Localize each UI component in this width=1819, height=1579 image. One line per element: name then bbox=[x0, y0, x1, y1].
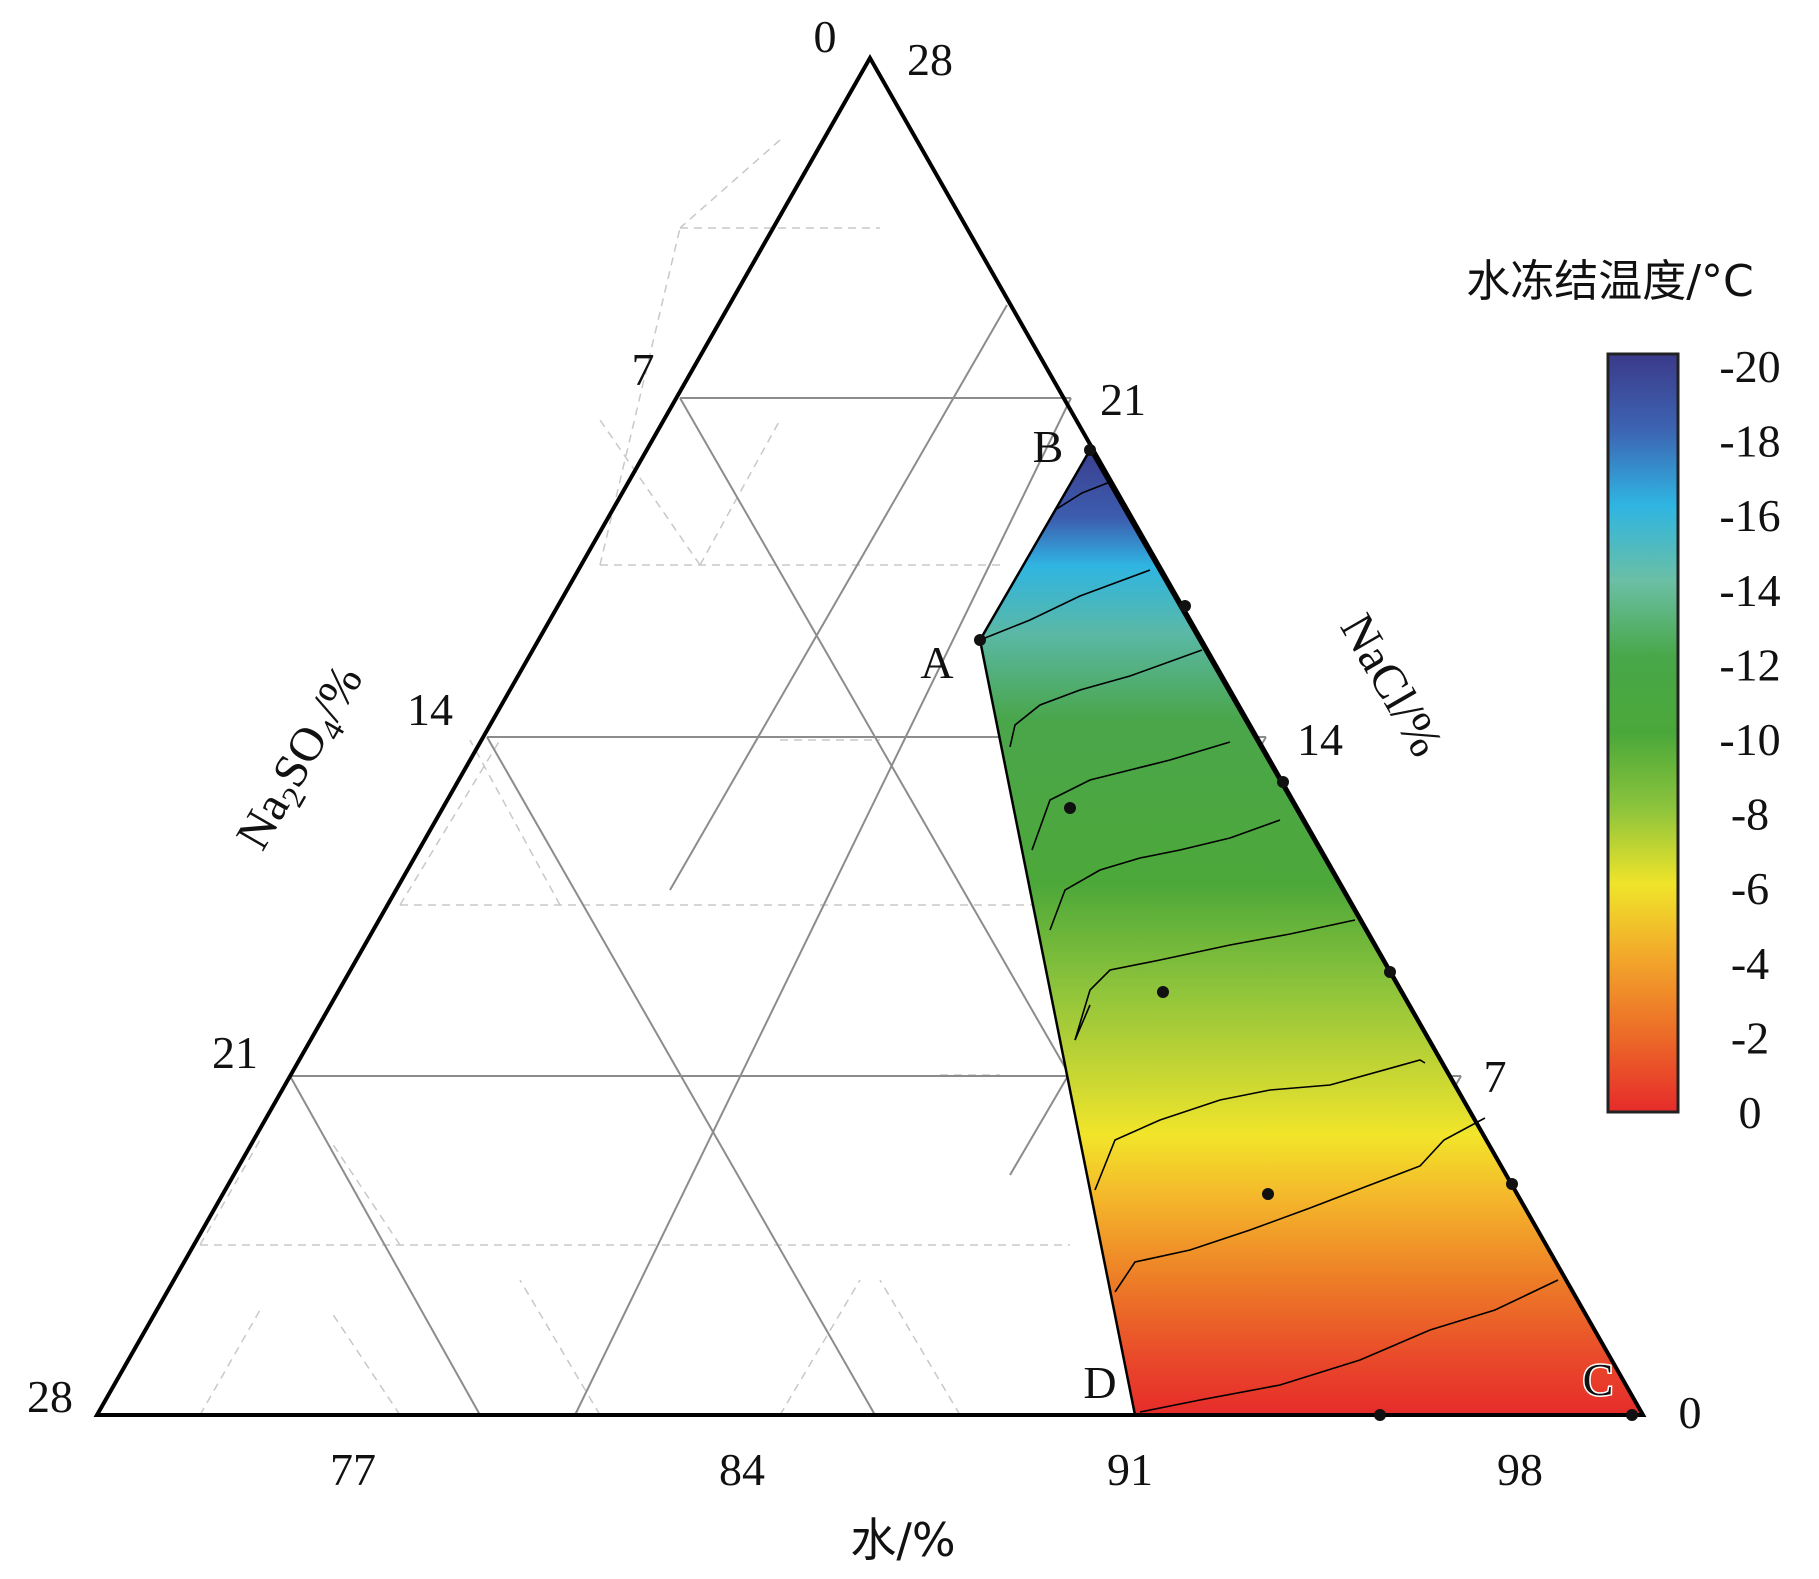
data-point bbox=[1506, 1178, 1518, 1190]
bottom-tick-91: 91 bbox=[1107, 1444, 1153, 1495]
contour-line bbox=[1139, 1279, 1559, 1413]
bottom-axis: 77 84 91 98 bbox=[330, 1444, 1543, 1495]
colorbar-tick-label: -10 bbox=[1719, 714, 1780, 765]
data-point bbox=[1179, 600, 1191, 612]
data-point bbox=[1374, 1409, 1386, 1421]
colorbar-tick-label: -12 bbox=[1719, 639, 1780, 690]
colorbar-ticks: -20-18-16-14-12-10-8-6-4-20 bbox=[1719, 341, 1780, 1138]
colorbar-tick-label: -8 bbox=[1731, 789, 1769, 840]
data-point bbox=[1262, 1188, 1274, 1200]
data-point bbox=[1157, 986, 1169, 998]
contour-line bbox=[1094, 1059, 1426, 1191]
right-tick-0: 0 bbox=[1679, 1387, 1702, 1438]
colorbar-tick-label: -16 bbox=[1719, 490, 1780, 541]
contour-lines bbox=[979, 481, 1559, 1413]
colorbar-tick-label: -20 bbox=[1719, 341, 1780, 392]
freezing-region bbox=[978, 447, 1646, 1417]
right-tick-28: 28 bbox=[907, 34, 953, 85]
label-D: D bbox=[1083, 1357, 1116, 1408]
data-point bbox=[1064, 802, 1076, 814]
bottom-axis-label: 水/% bbox=[850, 1513, 955, 1567]
label-B: B bbox=[1033, 421, 1064, 472]
bottom-tick-77: 77 bbox=[330, 1444, 376, 1495]
colorbar-tick-label: -2 bbox=[1731, 1012, 1769, 1063]
data-point bbox=[1384, 966, 1396, 978]
minor-grid bbox=[199, 139, 1070, 1416]
data-points bbox=[974, 444, 1638, 1421]
data-point bbox=[1626, 1409, 1638, 1421]
colorbar-tick-label: -14 bbox=[1719, 565, 1780, 616]
right-tick-14: 14 bbox=[1297, 714, 1343, 765]
left-tick-21: 21 bbox=[212, 1027, 258, 1078]
contour-line bbox=[1074, 1004, 1091, 1041]
data-point bbox=[974, 634, 986, 646]
right-axis: 28 21 14 7 0 bbox=[907, 34, 1702, 1438]
data-point bbox=[1084, 444, 1096, 456]
region-labels: A B C D bbox=[920, 421, 1614, 1408]
left-tick-28: 28 bbox=[27, 1371, 73, 1422]
colorbar-title: 水冻结温度/°C bbox=[1466, 256, 1754, 307]
bottom-tick-98: 98 bbox=[1497, 1444, 1543, 1495]
contour-line bbox=[979, 569, 1151, 641]
contour-line bbox=[1114, 1117, 1486, 1293]
contour-line bbox=[1074, 919, 1356, 1041]
label-A: A bbox=[920, 637, 953, 688]
colorbar-tick-label: 0 bbox=[1739, 1087, 1762, 1138]
left-tick-7: 7 bbox=[632, 344, 655, 395]
contour-line bbox=[1049, 819, 1281, 931]
left-axis-label: Na2SO4/% bbox=[226, 656, 378, 861]
colorbar-tick-label: -4 bbox=[1731, 938, 1769, 989]
left-axis: 0 7 14 21 28 bbox=[27, 11, 837, 1422]
left-tick-0: 0 bbox=[814, 11, 837, 62]
colorbar bbox=[1606, 352, 1680, 1114]
colorbar-tick-label: -6 bbox=[1731, 863, 1769, 914]
contour-line bbox=[1009, 649, 1203, 748]
right-tick-21: 21 bbox=[1100, 374, 1146, 425]
data-point bbox=[1277, 776, 1289, 788]
contour-line bbox=[1031, 741, 1231, 851]
label-C: C bbox=[1583, 1354, 1614, 1405]
right-axis-label: NaCl/% bbox=[1330, 605, 1453, 765]
bottom-tick-84: 84 bbox=[719, 1444, 765, 1495]
triangle-frame bbox=[93, 53, 1647, 1417]
contour-line bbox=[1054, 481, 1111, 511]
right-tick-7: 7 bbox=[1484, 1051, 1507, 1102]
left-tick-14: 14 bbox=[407, 684, 453, 735]
colorbar-tick-label: -18 bbox=[1719, 416, 1780, 467]
